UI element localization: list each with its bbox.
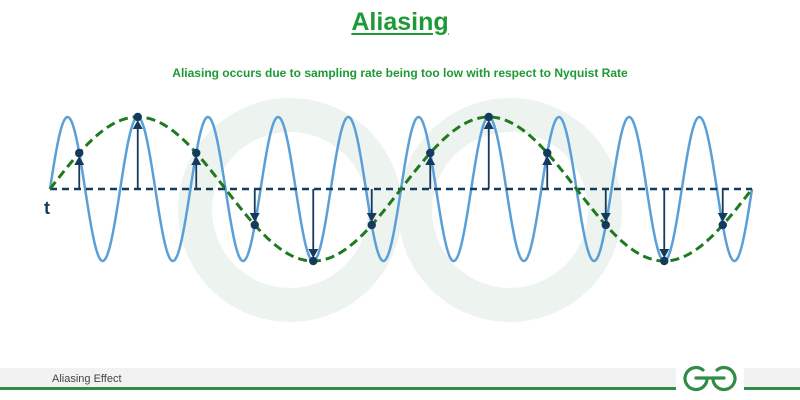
sample-arrowhead xyxy=(600,213,611,222)
sample-dot xyxy=(426,148,435,158)
sample-arrowhead xyxy=(191,156,202,165)
sample-dot xyxy=(543,148,552,158)
sample-dot xyxy=(133,112,142,122)
gfg-logo-icon xyxy=(683,365,737,392)
aliased-signal-wave xyxy=(48,115,754,263)
sample-dot xyxy=(601,220,610,230)
sample-dot xyxy=(309,256,318,266)
logo-container xyxy=(676,362,744,394)
sample-dot xyxy=(660,256,669,266)
sample-arrowhead xyxy=(308,249,319,258)
footer-bar xyxy=(0,368,800,390)
sample-dot xyxy=(192,148,201,158)
sample-arrowhead xyxy=(132,120,143,129)
footer-accent-line xyxy=(0,387,800,390)
sample-dot xyxy=(484,112,493,122)
sample-dot xyxy=(75,148,84,158)
time-axis-label: t xyxy=(44,198,50,218)
page-subtitle: Aliasing occurs due to sampling rate bei… xyxy=(172,66,628,80)
sample-dot xyxy=(367,220,376,230)
sample-arrowhead xyxy=(74,156,85,165)
sample-arrowhead xyxy=(425,156,436,165)
sample-arrowhead xyxy=(659,249,670,258)
sample-dots xyxy=(75,112,727,266)
sample-arrowhead xyxy=(483,120,494,129)
aliasing-diagram: t xyxy=(44,98,754,322)
sample-dot xyxy=(250,220,259,230)
sample-points xyxy=(74,120,728,258)
sample-arrowhead xyxy=(366,213,377,222)
sample-arrowhead xyxy=(717,213,728,222)
page-title: Aliasing xyxy=(351,8,449,36)
sample-dot xyxy=(718,220,727,230)
sample-arrowhead xyxy=(249,213,260,222)
sample-arrowhead xyxy=(542,156,553,165)
footer-label: Aliasing Effect xyxy=(52,373,122,385)
